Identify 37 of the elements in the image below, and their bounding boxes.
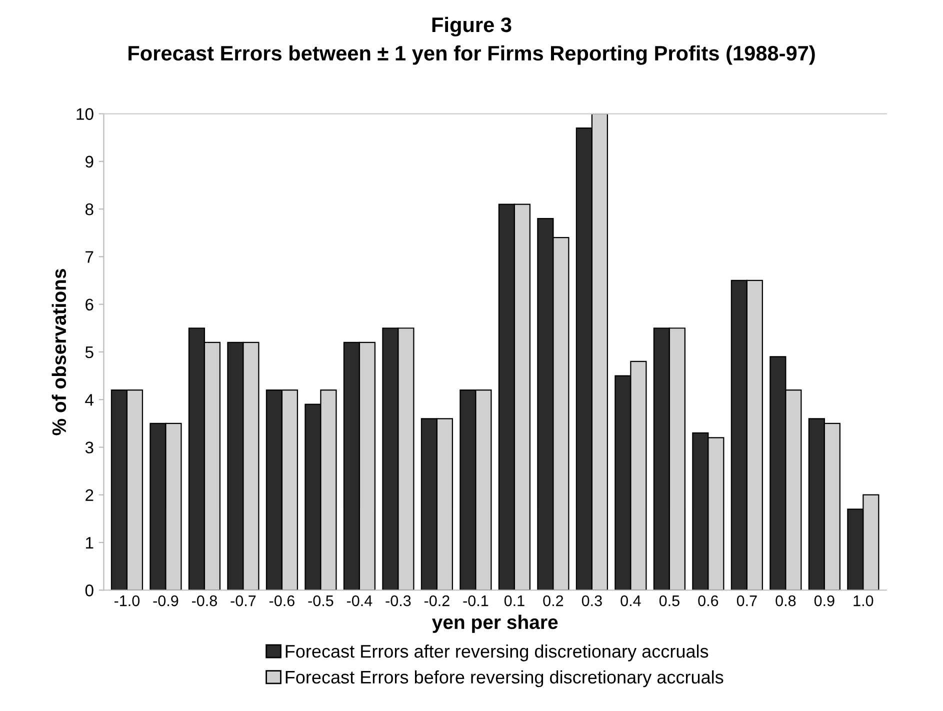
x-tick-label: 0.7 bbox=[736, 595, 757, 606]
x-tick-label: 1.0 bbox=[854, 595, 874, 606]
x-tick-label: -0.3 bbox=[386, 595, 411, 606]
y-tick-label: 8 bbox=[85, 203, 94, 216]
y-tick-label: 5 bbox=[85, 346, 94, 358]
x-tick-label: -0.4 bbox=[346, 595, 372, 606]
x-tick-label: 0.3 bbox=[582, 595, 602, 606]
y-tick-label: 1 bbox=[86, 537, 94, 549]
x-tick-label: -0.8 bbox=[192, 595, 217, 606]
y-tick-label: 6 bbox=[86, 298, 94, 311]
x-tick-label: 0.1 bbox=[504, 595, 524, 606]
x-tick-label: 0.6 bbox=[698, 595, 718, 606]
x-tick-label: 0.4 bbox=[620, 595, 641, 606]
x-tick-label: 0.2 bbox=[543, 595, 564, 606]
x-axis-title: yen per share bbox=[432, 614, 558, 633]
x-tick-label: -0.1 bbox=[463, 595, 488, 606]
x-tick-label: -0.9 bbox=[153, 595, 178, 606]
x-tick-label: -0.7 bbox=[230, 595, 256, 606]
x-tick-label: -0.5 bbox=[308, 595, 334, 606]
y-tick-label: 9 bbox=[86, 156, 94, 168]
x-tick-label: -1.0 bbox=[114, 595, 140, 606]
x-tick-label: 0.9 bbox=[814, 595, 834, 606]
y-tick-label: 4 bbox=[85, 394, 94, 406]
chart-title: Figure 3 bbox=[432, 16, 512, 36]
y-tick-label: 2 bbox=[86, 489, 94, 501]
x-tick-label: 0.8 bbox=[776, 595, 796, 606]
y-tick-label: 3 bbox=[85, 442, 94, 454]
y-tick-label: 10 bbox=[76, 108, 94, 120]
chart-subtitle: Forecast Errors between ± 1 yen for Firms Reporting Profits (1988-97) bbox=[128, 45, 815, 65]
x-tick-label: 0.5 bbox=[659, 595, 680, 606]
y-tick-label: 7 bbox=[86, 251, 94, 263]
x-tick-label: -0.2 bbox=[424, 595, 450, 606]
y-tick-label: 0 bbox=[85, 584, 94, 596]
legend-label: Forecast Errors after reversing discretionary accruals bbox=[286, 644, 708, 662]
x-tick-label: -0.6 bbox=[269, 595, 294, 606]
y-axis-title: % of observations bbox=[52, 269, 66, 436]
legend-label: Forecast Errors before reversing discretionary accruals bbox=[286, 670, 724, 688]
